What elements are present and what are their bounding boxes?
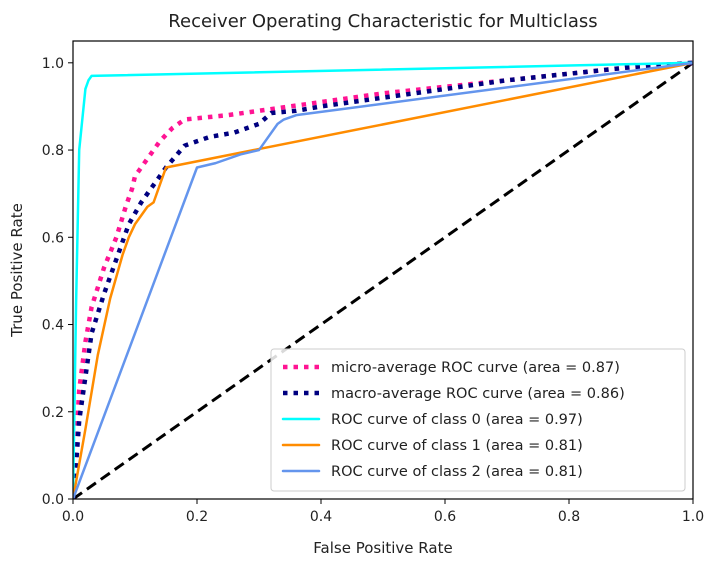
x-tick-label: 0.4 bbox=[310, 509, 332, 525]
x-tick-label: 0.6 bbox=[434, 509, 456, 525]
series-line-3 bbox=[73, 61, 693, 499]
x-tick-label: 0.8 bbox=[558, 509, 580, 525]
legend: micro-average ROC curve (area = 0.87) mac… bbox=[270, 348, 686, 492]
series-line-4 bbox=[73, 61, 693, 499]
x-axis-label: False Positive Rate bbox=[313, 539, 452, 557]
y-tick-label: 1.0 bbox=[42, 56, 64, 72]
x-tick-label: 0.0 bbox=[62, 509, 84, 525]
y-tick-label: 0.0 bbox=[42, 492, 64, 508]
legend-box bbox=[270, 348, 686, 492]
y-tick-label: 0.4 bbox=[42, 318, 64, 334]
axes-frame bbox=[72, 40, 694, 500]
y-tick-label: 0.2 bbox=[42, 405, 64, 421]
series-line-1 bbox=[73, 60, 693, 499]
y-tick-label: 0.8 bbox=[42, 143, 64, 159]
legend-entry-label: micro-average ROC curve (area = 0.87) bbox=[331, 360, 620, 376]
chart-title: Receiver Operating Characteristic for Mu… bbox=[168, 11, 597, 32]
series-line-2 bbox=[73, 61, 693, 499]
legend-entry-label: macro-average ROC curve (area = 0.86) bbox=[331, 386, 625, 402]
series-line-0 bbox=[73, 60, 693, 499]
x-tick-label: 0.2 bbox=[186, 509, 208, 525]
legend-entry-label: ROC curve of class 2 (area = 0.81) bbox=[331, 464, 583, 480]
diagonal-reference-line bbox=[73, 61, 693, 499]
plot-area bbox=[73, 60, 693, 499]
axis-ticks: 0.0 0.2 0.4 0.6 0.8 1.0 0.0 0.2 0.4 0.6 0.8 1.0 bbox=[42, 56, 704, 525]
y-tick-label: 0.6 bbox=[42, 230, 64, 246]
y-axis-label: True Positive Rate bbox=[8, 203, 26, 338]
legend-entry-label: ROC curve of class 1 (area = 0.81) bbox=[331, 438, 583, 454]
x-tick-label: 1.0 bbox=[682, 509, 704, 525]
legend-entry-label: ROC curve of class 0 (area = 0.97) bbox=[331, 412, 583, 428]
